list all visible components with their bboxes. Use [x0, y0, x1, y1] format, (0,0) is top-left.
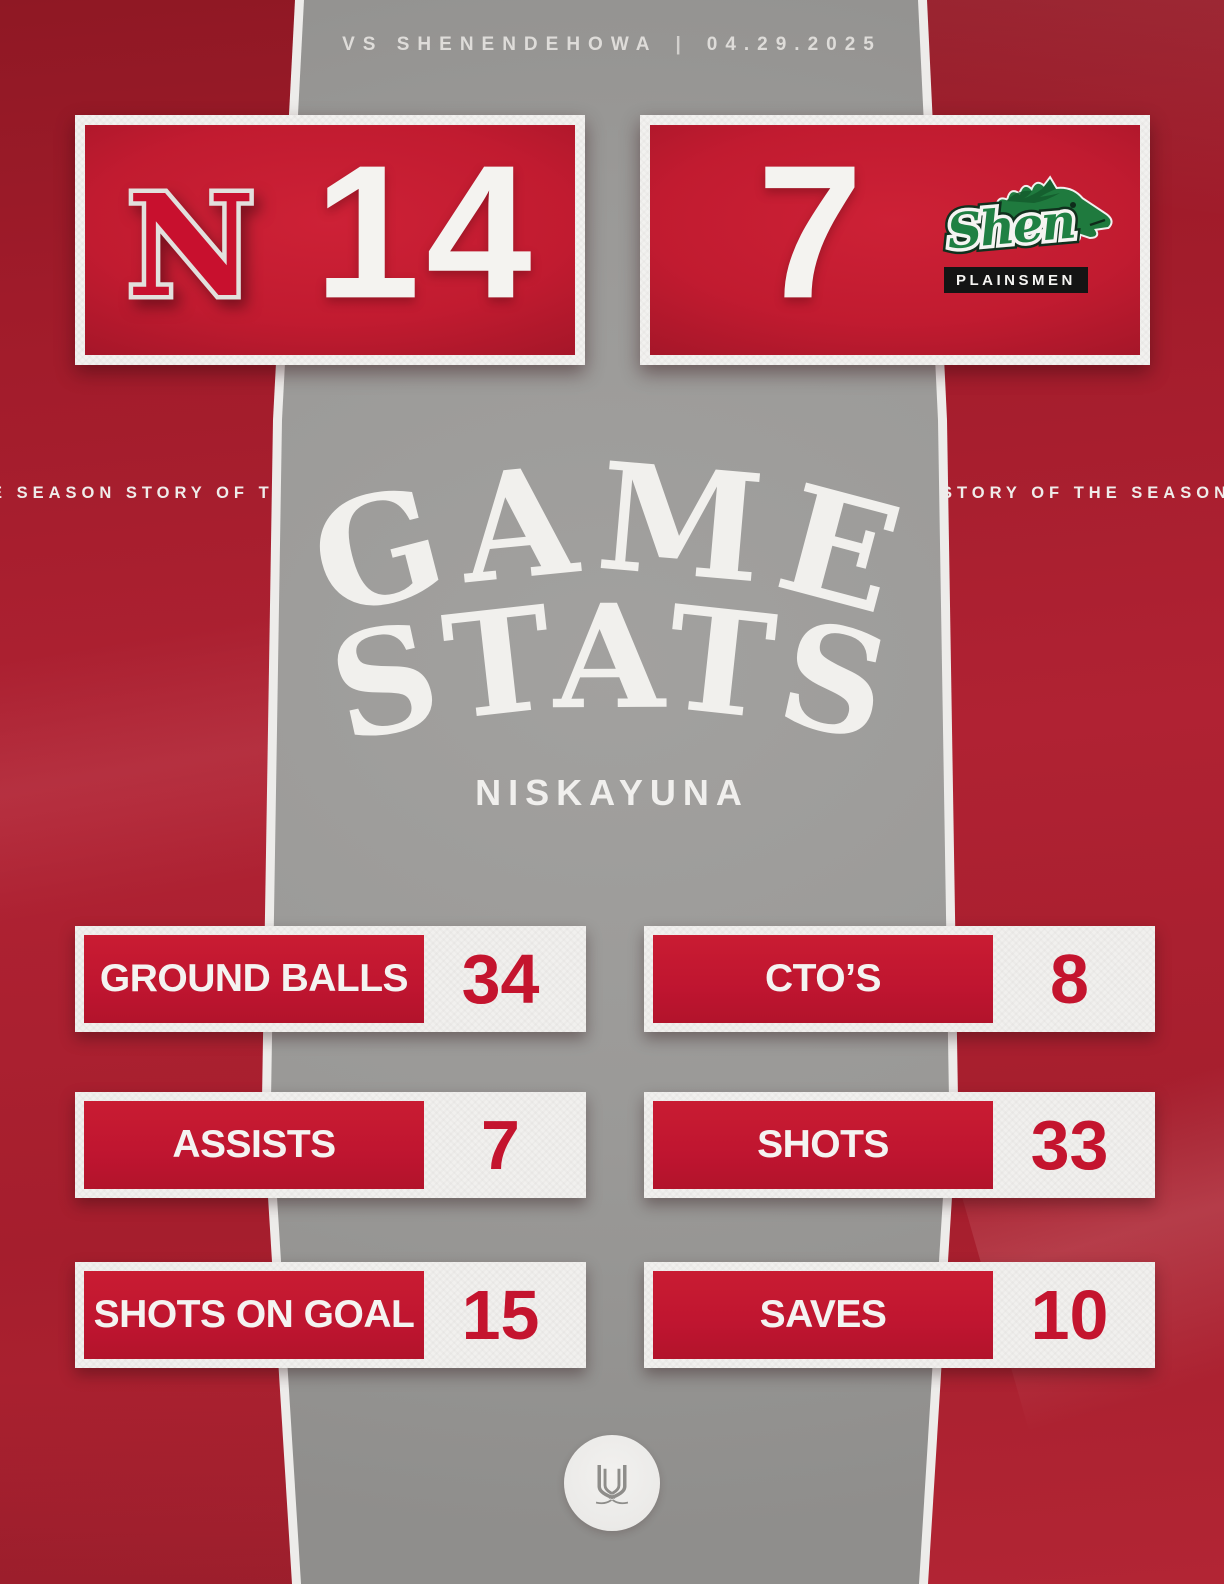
svg-text:STATS: STATS [317, 573, 908, 770]
plainsmen-banner: PLAINSMEN [944, 267, 1088, 293]
stat-row-shots: SHOTS 33 [644, 1092, 1155, 1198]
home-score-panel: N 14 [85, 125, 575, 355]
home-score: 14 [314, 126, 538, 339]
niskayuna-n-logo-icon: N [123, 183, 260, 315]
stat-row-saves: SAVES 10 [644, 1262, 1155, 1368]
footer-logo-badge [564, 1435, 660, 1531]
stat-label: SHOTS [653, 1101, 993, 1189]
niskayuna-n-letter: N [127, 183, 255, 315]
away-score-card: 7 Shen Shen PLAINSMEN [640, 115, 1150, 365]
side-text-right: STORY OF THE SEASON [941, 484, 1224, 502]
stat-value: 10 [1030, 1276, 1109, 1354]
away-score-panel: 7 Shen Shen PLAINSMEN [650, 125, 1140, 355]
stat-label: CTO’S [653, 935, 993, 1023]
stat-label: SAVES [653, 1271, 993, 1359]
shen-script-outline: Shen [945, 194, 1076, 261]
game-stats-title: GAME STATS [295, 440, 916, 770]
background-sheen [946, 1027, 1224, 1433]
stat-value: 33 [1030, 1106, 1109, 1184]
side-text-left: E SEASON STORY OF THE [0, 484, 279, 502]
open-book-icon [595, 1465, 629, 1505]
stat-label: GROUND BALLS [84, 935, 424, 1023]
stat-value: 34 [461, 940, 540, 1018]
stat-row-assists: ASSISTS 7 [75, 1092, 586, 1198]
horse-head-icon [979, 175, 1113, 244]
team-name-subtitle: NISKAYUNA [475, 772, 749, 813]
stat-value: 8 [1050, 940, 1089, 1018]
opponent-label: VS SHENENDEHOWA [342, 34, 658, 55]
shen-script-text: Shen [945, 194, 1076, 261]
away-score: 7 [757, 126, 869, 339]
stat-value: 15 [461, 1276, 540, 1354]
shen-script-icon: Shen Shen [939, 191, 1082, 266]
shen-plainsmen-logo: Shen Shen PLAINSMEN [934, 171, 1114, 326]
background-shadow [0, 1380, 300, 1584]
game-date: 04.29.2025 [706, 34, 882, 55]
stat-value: 7 [481, 1106, 520, 1184]
title-line2: STATS [317, 573, 903, 770]
stat-label: SHOTS ON GOAL [84, 1271, 424, 1359]
stat-label: ASSISTS [84, 1101, 424, 1189]
stat-row-shots-on-goal: SHOTS ON GOAL 15 [75, 1262, 586, 1368]
header-separator: | [675, 34, 689, 55]
stat-row-ctos: CTO’S 8 [644, 926, 1155, 1032]
stat-row-ground-balls: GROUND BALLS 34 [75, 926, 586, 1032]
home-score-card: N 14 [75, 115, 585, 365]
game-meta-header: VS SHENENDEHOWA | 04.29.2025 [0, 34, 1224, 56]
